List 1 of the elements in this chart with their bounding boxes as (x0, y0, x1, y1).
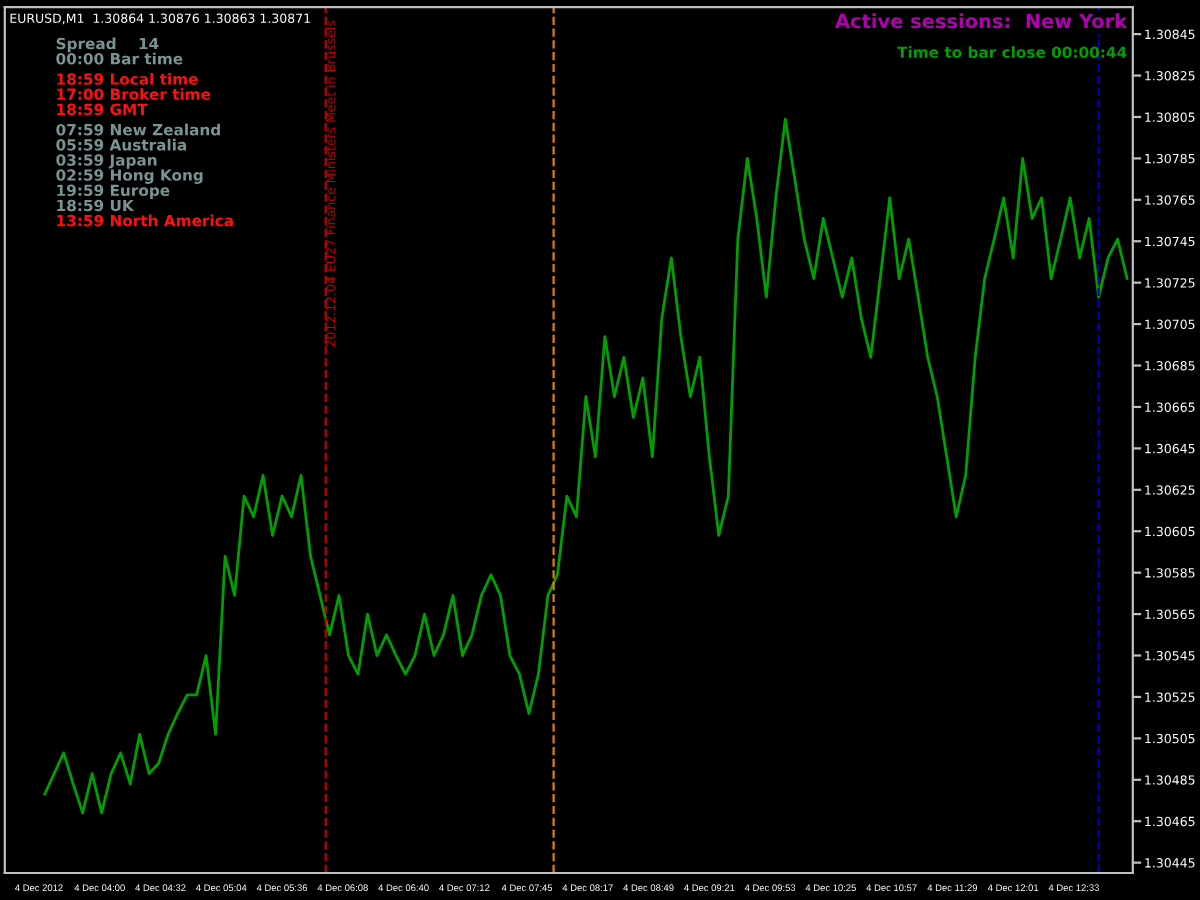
annotation: Active sessions: New York (835, 13, 1128, 29)
